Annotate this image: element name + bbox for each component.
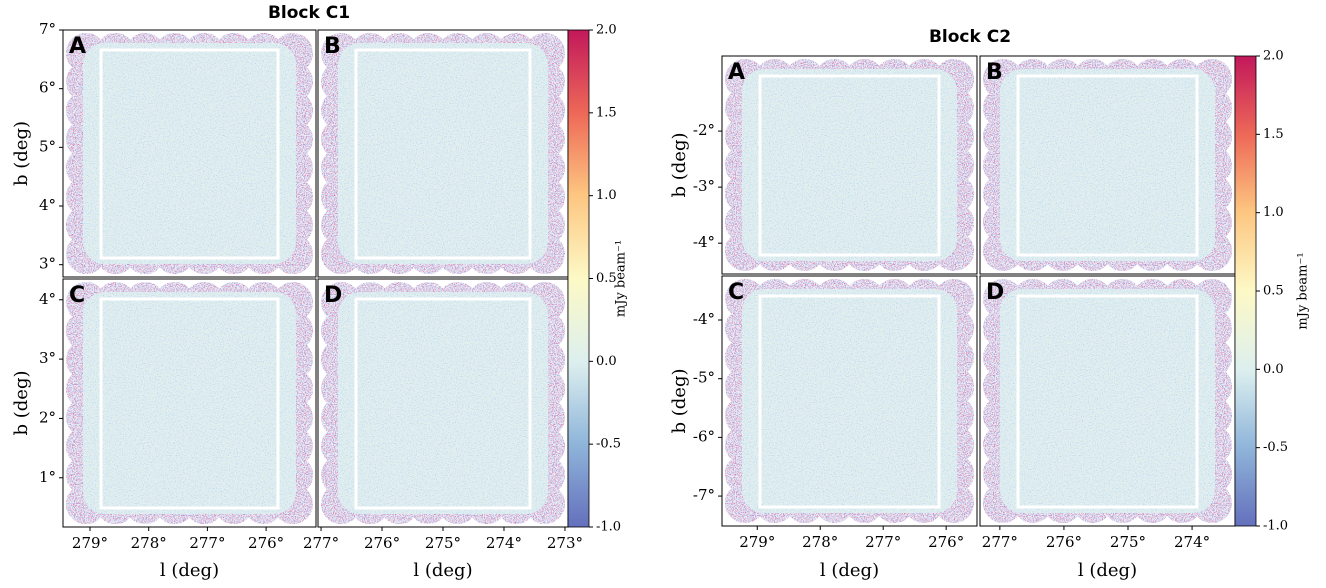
colorbar-tick-label: 0.0: [1263, 362, 1284, 377]
panel-frame: [721, 55, 978, 275]
region-box: [99, 297, 280, 510]
noise-map: [725, 59, 974, 271]
panel-letter: D: [986, 280, 1004, 305]
colorbar-tick-label: -1.0: [1263, 519, 1288, 534]
x-tick-label: 276°: [928, 533, 964, 551]
colorbar-tick-label: 1.5: [596, 105, 617, 120]
colorbar-tick-label: 1.0: [596, 188, 617, 203]
x-tick-label: 277°: [189, 534, 225, 552]
x-tick-label: 279°: [72, 534, 108, 552]
colorbar-label: mJy beam⁻¹: [614, 240, 629, 317]
panel-letter: C: [728, 280, 744, 305]
y-axis-label: b (deg): [669, 133, 690, 198]
y-axis-label: b (deg): [11, 371, 32, 436]
x-tick-label: 273°: [547, 534, 583, 552]
panel-letter: A: [728, 60, 745, 85]
x-axis-label: l (deg): [1078, 560, 1137, 581]
panel-frame: [721, 275, 978, 527]
colorbar-tick-label: 2.0: [1263, 49, 1284, 64]
region-box: [354, 48, 532, 260]
panel-letter: B: [986, 60, 1003, 85]
noise-map: [66, 282, 313, 524]
y-tick-label: -7°: [693, 486, 715, 504]
y-tick-label: 4°: [39, 290, 56, 308]
colorbar: [1234, 55, 1257, 527]
panel-letter: D: [324, 283, 342, 308]
colorbar-tick-label: 1.0: [1263, 205, 1284, 220]
panel-frame: [62, 278, 317, 528]
y-tick-label: -4°: [693, 233, 715, 251]
region-box: [354, 297, 532, 510]
chart-title: Block C2: [929, 27, 1011, 47]
panel-letter: B: [324, 34, 341, 59]
noise-map: [321, 33, 565, 274]
y-tick-label: 5°: [39, 137, 56, 155]
x-tick-label: 279°: [739, 533, 775, 551]
region-box: [758, 74, 941, 257]
colorbar-tick-label: -0.5: [1263, 440, 1288, 455]
colorbar-tick-label: 2.0: [596, 23, 617, 38]
colorbar-tick-label: 0.5: [1263, 284, 1284, 299]
colorbar-tick-label: 0.0: [596, 354, 617, 369]
x-tick-label: 274°: [486, 534, 522, 552]
panel-letter: A: [69, 34, 86, 59]
y-axis-label: b (deg): [11, 121, 32, 186]
x-tick-label: 277°: [865, 533, 901, 551]
region-box: [758, 294, 941, 509]
x-tick-label: 275°: [425, 534, 461, 552]
x-axis-label: l (deg): [413, 560, 472, 581]
y-tick-label: 3°: [39, 349, 56, 367]
colorbar-tick-label: 1.5: [1263, 127, 1284, 142]
noise-map: [983, 279, 1232, 523]
noise-map: [321, 282, 565, 524]
colorbar-tick-label: -1.0: [596, 520, 621, 535]
y-tick-label: -2°: [693, 121, 715, 139]
y-tick-label: 6°: [39, 79, 56, 97]
noise-map: [983, 59, 1232, 271]
y-tick-label: -5°: [693, 369, 715, 387]
region-box: [1016, 74, 1199, 257]
y-tick-label: 7°: [39, 20, 56, 38]
y-tick-label: 3°: [39, 255, 56, 273]
x-tick-label: 277°: [982, 533, 1018, 551]
colorbar-tick-label: 0.5: [596, 271, 617, 286]
y-tick-label: 1°: [39, 468, 56, 486]
region-box: [1016, 294, 1199, 509]
noise-map: [725, 279, 974, 523]
y-tick-label: -6°: [693, 427, 715, 445]
y-tick-label: 2°: [39, 408, 56, 426]
region-box: [99, 48, 280, 260]
panel-letter: C: [69, 283, 85, 308]
colorbar-label: mJy beam⁻¹: [1296, 252, 1311, 329]
x-axis-label: l (deg): [820, 560, 879, 581]
panel-frame: [62, 29, 317, 278]
x-tick-label: 278°: [131, 534, 167, 552]
y-axis-label: b (deg): [669, 369, 690, 434]
x-tick-label: 274°: [1174, 533, 1210, 551]
colorbar: [567, 29, 590, 528]
y-tick-label: -3°: [693, 177, 715, 195]
x-tick-label: 276°: [364, 534, 400, 552]
x-axis-label: l (deg): [160, 560, 219, 581]
x-tick-label: 276°: [1046, 533, 1082, 551]
noise-map: [66, 33, 313, 274]
x-tick-label: 277°: [303, 534, 339, 552]
y-tick-label: -4°: [693, 310, 715, 328]
x-tick-label: 275°: [1110, 533, 1146, 551]
y-tick-label: 4°: [39, 196, 56, 214]
chart-title: Block C1: [268, 3, 350, 23]
x-tick-label: 278°: [802, 533, 838, 551]
colorbar-tick-label: -0.5: [596, 437, 621, 452]
x-tick-label: 276°: [248, 534, 284, 552]
